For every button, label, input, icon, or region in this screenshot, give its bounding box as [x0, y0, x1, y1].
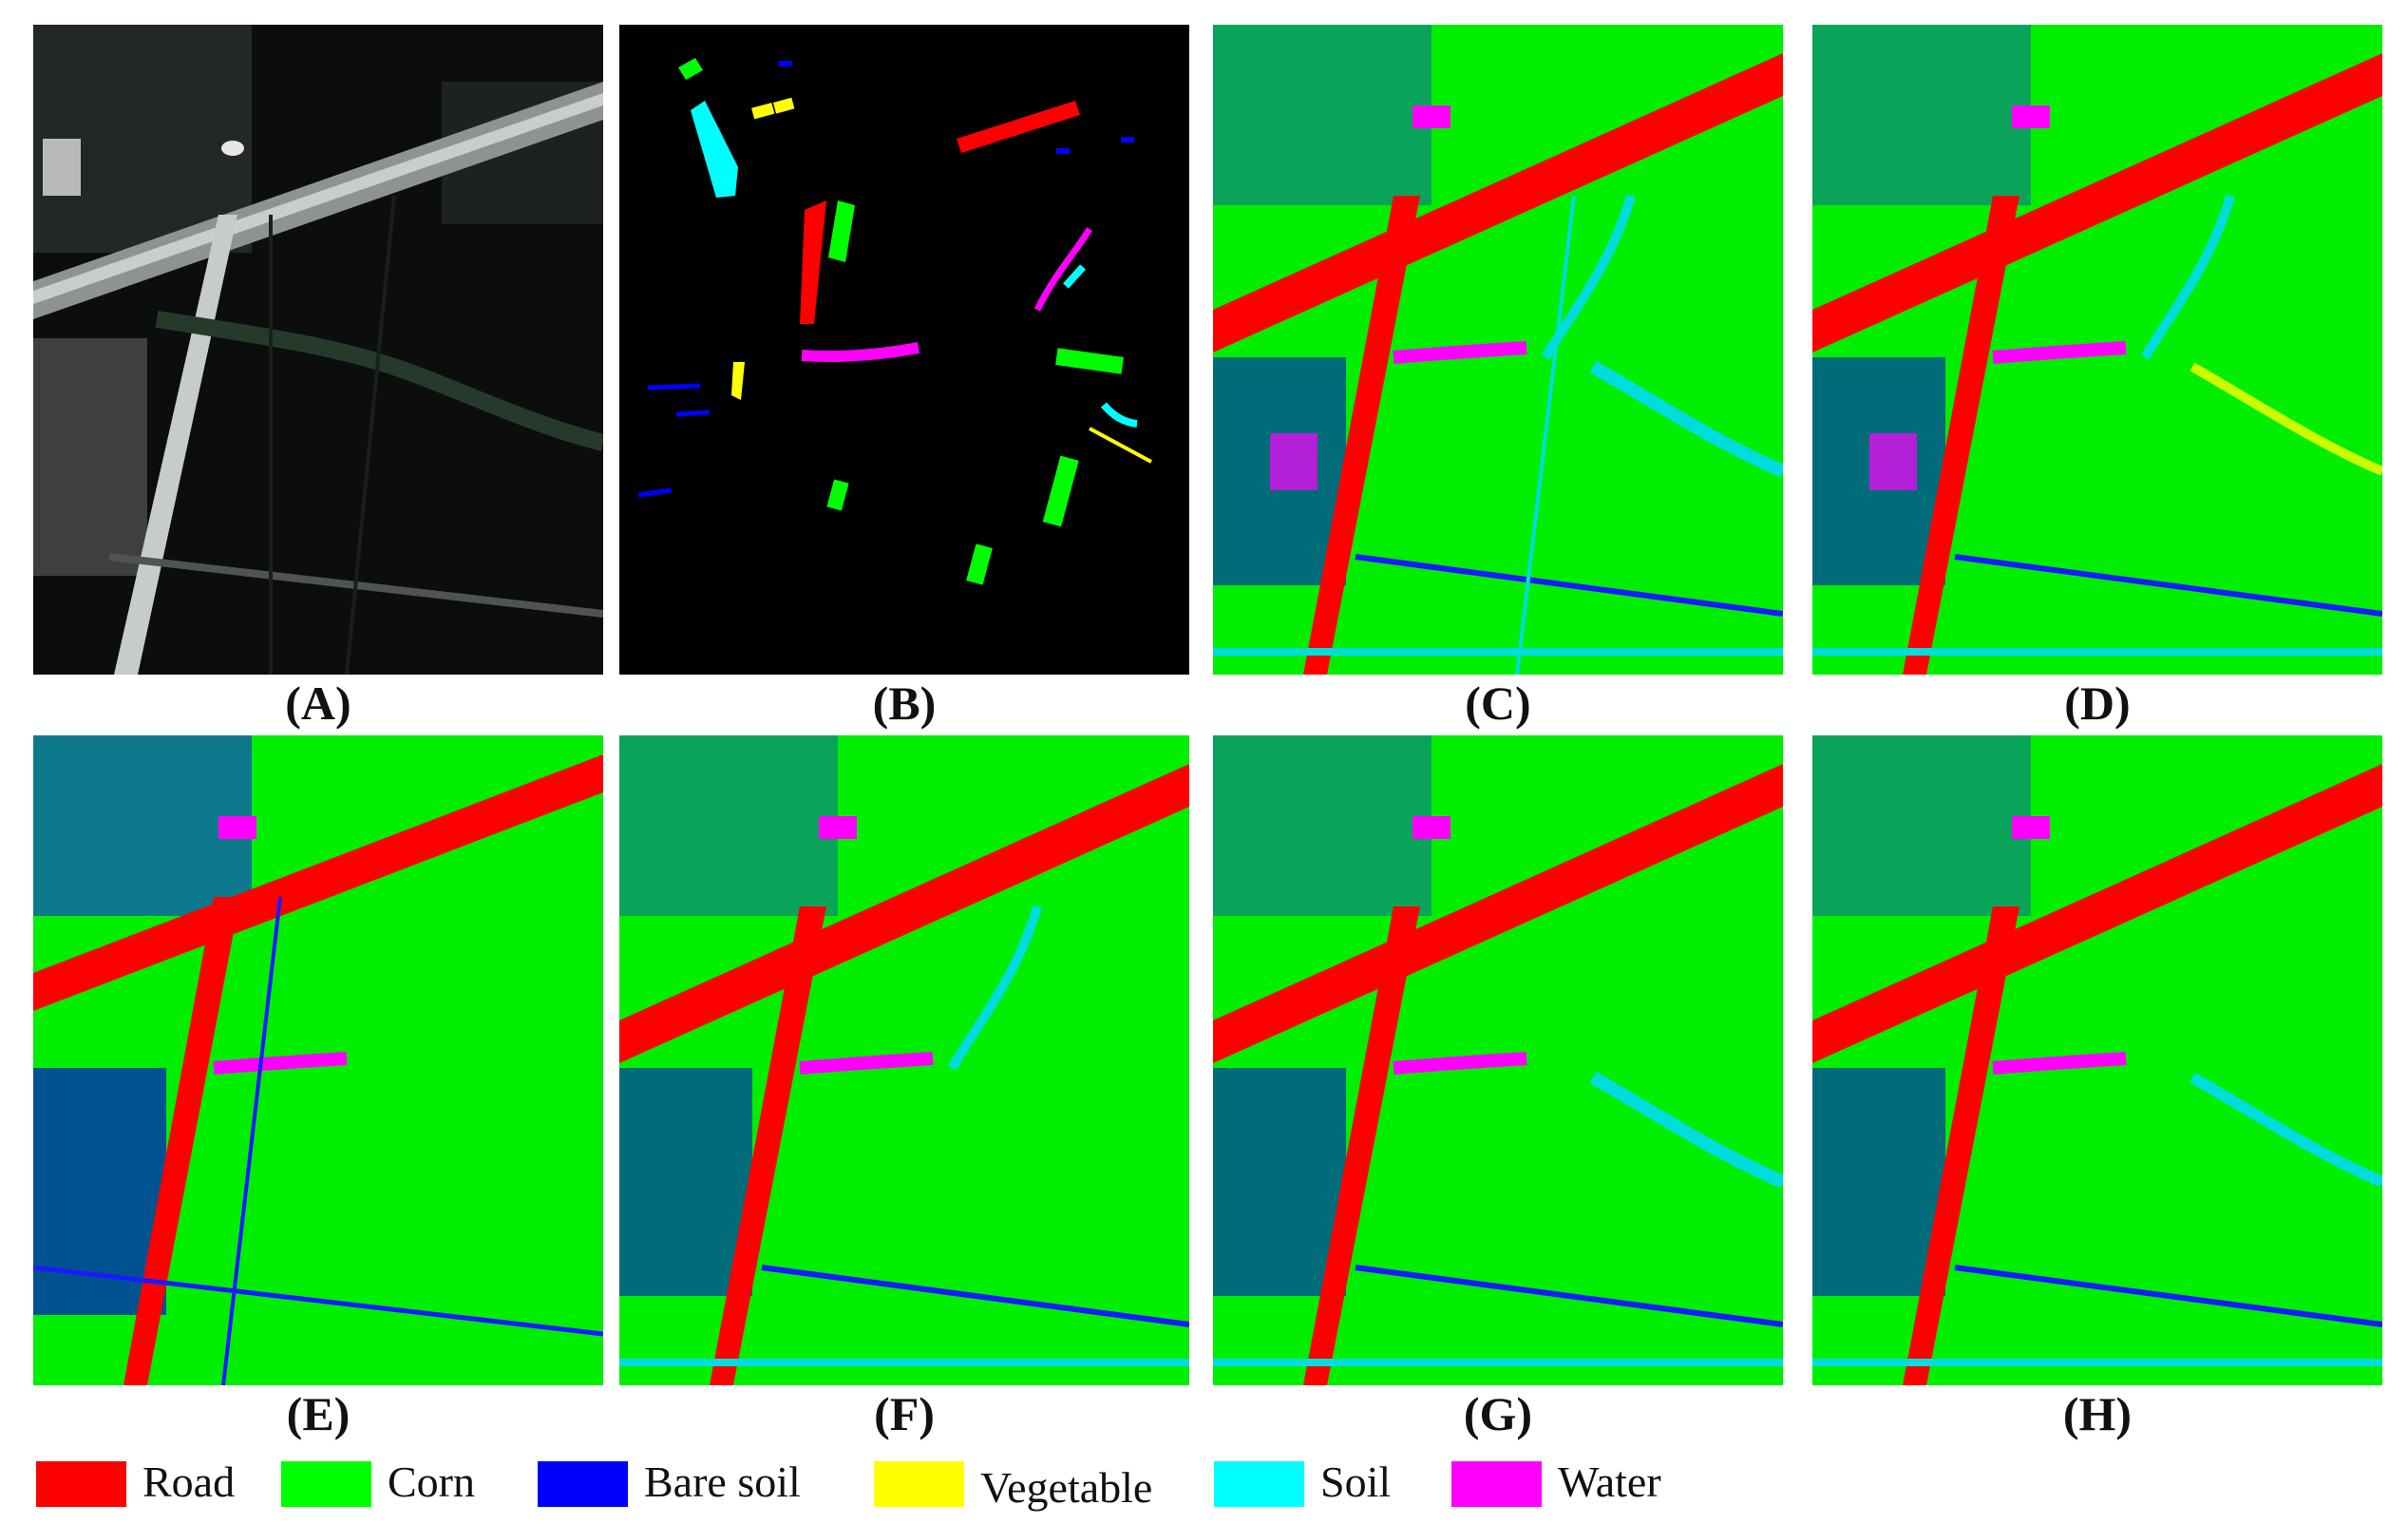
panel-caption-e: (E)	[286, 1387, 351, 1440]
panel-caption-d: (D)	[2064, 676, 2131, 730]
classification-map	[33, 735, 603, 1385]
classification-map	[619, 735, 1189, 1385]
panel-caption-f: (F)	[874, 1387, 935, 1440]
classification-map-f	[619, 735, 1189, 1385]
legend-swatch-bare-soil	[538, 1461, 628, 1507]
panel-caption-c: (C)	[1465, 676, 1531, 730]
legend-swatch-water	[1451, 1461, 1542, 1507]
satellite-image	[33, 25, 603, 675]
classification-map-e	[33, 735, 603, 1385]
panel-caption-h: (H)	[2062, 1387, 2133, 1440]
legend-swatch-road	[36, 1461, 126, 1507]
legend-label-soil: Soil	[1320, 1457, 1392, 1506]
classification-map-g	[1213, 735, 1783, 1385]
classification-map-d	[1812, 25, 2382, 675]
classification-map-c	[1213, 25, 1783, 675]
legend-swatch-soil	[1214, 1461, 1304, 1507]
panel-caption-b: (B)	[872, 676, 937, 730]
legend-label-road: Road	[142, 1457, 236, 1506]
legend-label-water: Water	[1558, 1457, 1661, 1506]
satellite-image-panel	[33, 25, 603, 675]
classification-map-h	[1812, 735, 2382, 1385]
legend-label-vegetable: Vegetable	[980, 1463, 1153, 1512]
classification-map	[1213, 25, 1783, 675]
legend: Road Corn Bare soil Vegetable Soil Water	[36, 1452, 2373, 1512]
classification-map	[1812, 25, 2382, 675]
ground-truth-map	[619, 25, 1189, 675]
legend-label-corn: Corn	[388, 1457, 475, 1506]
legend-swatch-corn	[281, 1461, 371, 1507]
legend-swatch-vegetable	[874, 1461, 964, 1507]
classification-map	[1213, 735, 1783, 1385]
panel-caption-a: (A)	[285, 676, 351, 730]
ground-truth-panel	[619, 25, 1189, 675]
classification-map	[1812, 735, 2382, 1385]
legend-label-bare-soil: Bare soil	[644, 1457, 801, 1506]
panel-caption-g: (G)	[1463, 1387, 1533, 1440]
